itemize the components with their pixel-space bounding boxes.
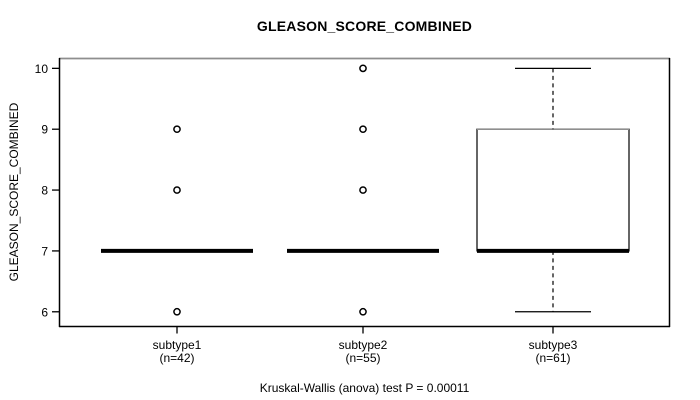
boxplot-group-subtype1: subtype1 (n=42)	[101, 125, 253, 365]
x-group-label: subtype2 (n=55)	[339, 338, 388, 365]
boxplot-group-subtype3: subtype3 (n=61)	[476, 67, 630, 365]
y-tick-label: 7	[41, 244, 48, 258]
y-tick-label: 6	[41, 305, 48, 319]
box-iqr	[476, 128, 630, 252]
outlier-point	[359, 125, 367, 134]
outlier-point	[359, 64, 367, 73]
outlier-point	[359, 307, 367, 316]
y-tick-label: 8	[41, 184, 48, 198]
y-tick-label: 10	[35, 62, 49, 76]
outlier-point	[173, 307, 181, 316]
outlier-point	[359, 186, 367, 194]
y-tick-label: 9	[41, 123, 48, 137]
chart-title: GLEASON_SCORE_COMBINED	[256, 18, 473, 34]
x-group-label: subtype3 (n=61)	[529, 338, 578, 365]
boxplot-group-subtype2: subtype2 (n=55)	[287, 64, 439, 365]
stat-test-footnote: Kruskal-Wallis (anova) test P = 0.00011	[259, 381, 470, 395]
outlier-point	[173, 125, 181, 134]
outlier-point	[173, 186, 181, 194]
x-group-label: subtype1 (n=42)	[153, 338, 202, 365]
